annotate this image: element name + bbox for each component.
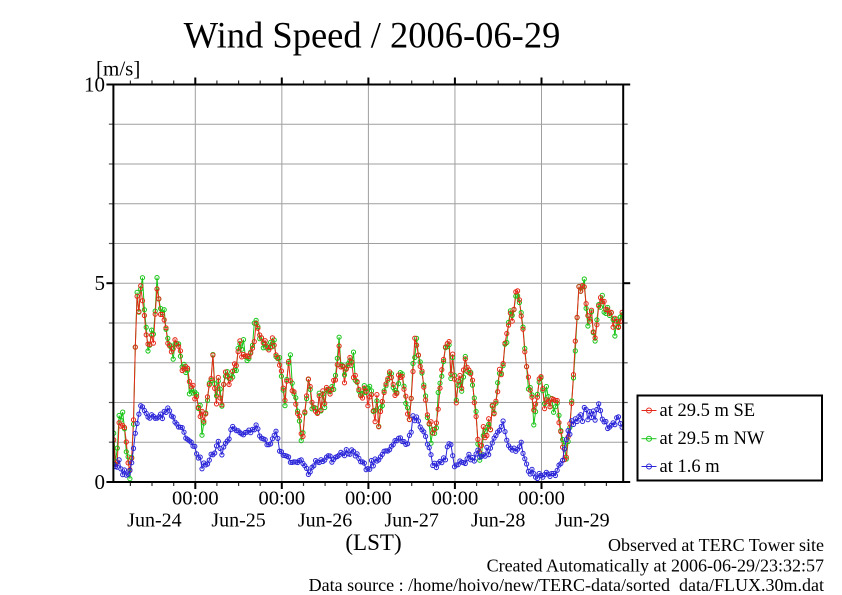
svg-text:Wind Speed / 2006-06-29: Wind Speed / 2006-06-29: [184, 15, 561, 56]
svg-text:Jun-28: Jun-28: [471, 510, 525, 532]
svg-text:Created Automatically at 2006-: Created Automatically at 2006-06-29/23:3…: [487, 555, 824, 575]
svg-text:Observed at TERC Tower site: Observed at TERC Tower site: [608, 535, 824, 555]
svg-text:at 1.6 m: at 1.6 m: [660, 457, 721, 477]
svg-text:Jun-27: Jun-27: [384, 510, 438, 532]
svg-text:(LST): (LST): [345, 530, 401, 555]
svg-text:Jun-29: Jun-29: [555, 510, 609, 532]
svg-text:00:00: 00:00: [172, 488, 219, 510]
svg-text:Jun-24: Jun-24: [127, 510, 181, 532]
svg-text:5: 5: [95, 271, 106, 295]
svg-text:00:00: 00:00: [518, 488, 565, 510]
svg-text:at 29.5 m NW: at 29.5 m NW: [660, 429, 765, 449]
svg-text:Data source : /home/hoivo/new/: Data source : /home/hoivo/new/TERC-data/…: [309, 575, 824, 595]
svg-text:00:00: 00:00: [432, 488, 479, 510]
svg-text:00:00: 00:00: [258, 488, 305, 510]
svg-text:00:00: 00:00: [345, 488, 392, 510]
svg-text:0: 0: [95, 470, 106, 494]
svg-text:[m/s]: [m/s]: [96, 57, 140, 81]
svg-text:Jun-26: Jun-26: [298, 510, 352, 532]
svg-text:10: 10: [84, 73, 105, 97]
svg-text:Jun-25: Jun-25: [211, 510, 265, 532]
svg-text:at 29.5 m SE: at 29.5 m SE: [660, 401, 756, 421]
